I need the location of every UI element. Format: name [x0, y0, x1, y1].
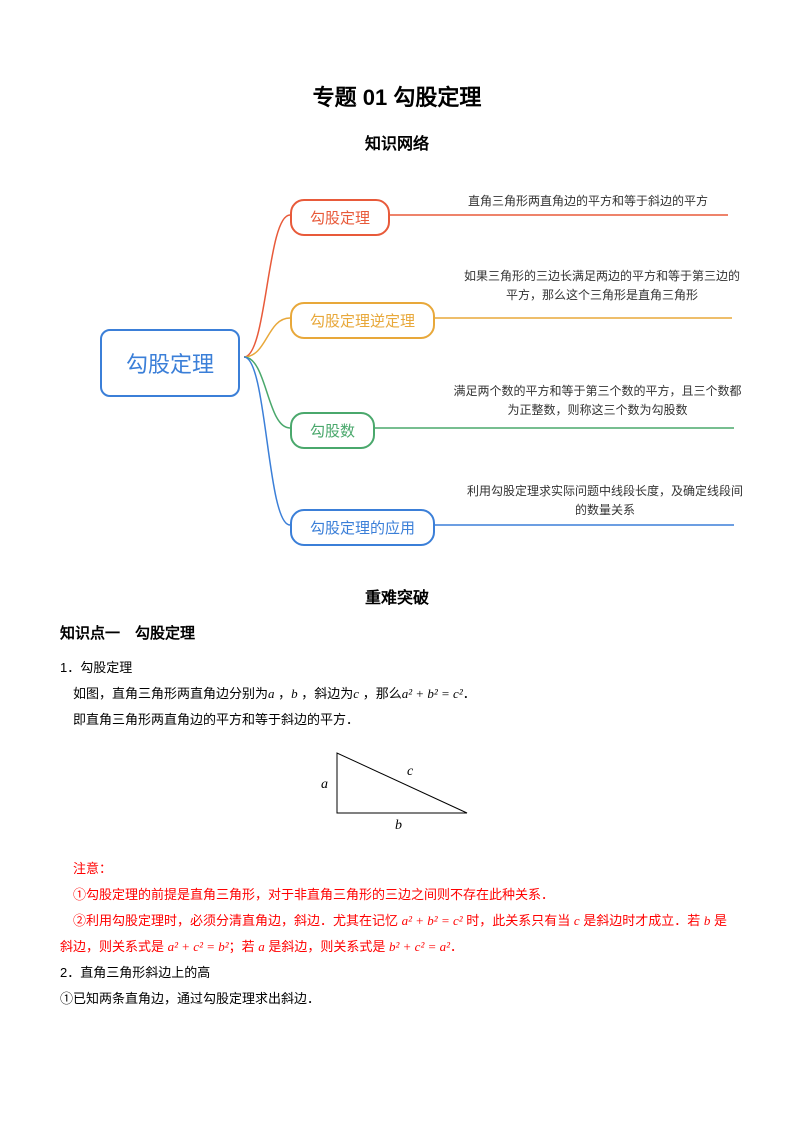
text-segment: 是斜边时才成立．若	[580, 913, 704, 928]
note-1: ①勾股定理的前提是直角三角形，对于非直角三角形的三边之间则不存在此种关系．	[60, 882, 734, 908]
triangle-figure: a b c	[60, 743, 734, 838]
knowledge-point-1-heading: 知识点一 勾股定理	[60, 622, 734, 643]
mindmap-child-node: 勾股定理的应用	[290, 509, 435, 546]
mindmap-child-node: 勾股定理	[290, 199, 390, 236]
subtitle-knowledge-network: 知识网络	[60, 130, 734, 154]
mindmap-child-desc: 直角三角形两直角边的平方和等于斜边的平方	[438, 192, 738, 211]
triangle-label-a: a	[321, 777, 328, 792]
var-b: b	[291, 686, 298, 701]
triangle-label-b: b	[395, 818, 402, 833]
var-a: a	[268, 686, 275, 701]
kp1-theorem-statement: 如图，直角三角形两直角边分别为a ，b ，斜边为c ，那么a² + b² = c…	[60, 681, 734, 707]
kp1-item2-line1: ①已知两条直角边，通过勾股定理求出斜边．	[60, 986, 734, 1012]
mindmap-child-node: 勾股数	[290, 412, 375, 449]
formula-pythagoras: a² + b² = c²	[402, 686, 463, 701]
text-segment: 是斜边，则关系式是	[265, 939, 389, 954]
text-segment: ②利用勾股定理时，必须分清直角边，斜边．尤其在记忆	[73, 913, 402, 928]
formula: b² + c² = a²	[389, 939, 450, 954]
kp1-item2-label: 2．直角三角形斜边上的高	[60, 960, 734, 986]
page-title: 专题 01 勾股定理	[60, 80, 734, 112]
var-c: c	[353, 686, 359, 701]
text-segment: ，斜边为	[301, 686, 353, 701]
mindmap-child-desc: 如果三角形的三边长满足两边的平方和等于第三边的平方，那么这个三角形是直角三角形	[462, 267, 742, 305]
triangle-label-c: c	[407, 764, 414, 779]
formula: a² + b² = c²	[402, 913, 463, 928]
text-segment: 如图，直角三角形两直角边分别为	[73, 686, 268, 701]
mindmap-container: 勾股定理 勾股定理直角三角形两直角边的平方和等于斜边的平方勾股定理逆定理如果三角…	[60, 174, 734, 554]
text-segment: ．	[450, 939, 463, 954]
mindmap-root-node: 勾股定理	[100, 329, 240, 397]
text-segment: ；若	[229, 939, 259, 954]
mindmap-child-node: 勾股定理逆定理	[290, 302, 435, 339]
note-heading: 注意：	[60, 856, 734, 882]
mindmap-child-desc: 满足两个数的平方和等于第三个数的平方，且三个数都为正整数，则称这三个数为勾股数	[450, 382, 745, 420]
mindmap-child-desc: 利用勾股定理求实际问题中线段长度，及确定线段间的数量关系	[465, 482, 745, 520]
text-segment: ，那么	[363, 686, 402, 701]
note-2: ②利用勾股定理时，必须分清直角边，斜边．尤其在记忆 a² + b² = c² 时…	[60, 908, 734, 960]
kp1-item1-label: 1．勾股定理	[60, 655, 734, 681]
triangle-svg: a b c	[307, 743, 487, 833]
subtitle-difficulties: 重难突破	[60, 584, 734, 608]
text-segment: 时，此关系只有当	[463, 913, 574, 928]
formula: a² + c² = b²	[168, 939, 229, 954]
kp1-theorem-plain: 即直角三角形两直角边的平方和等于斜边的平方．	[60, 707, 734, 733]
